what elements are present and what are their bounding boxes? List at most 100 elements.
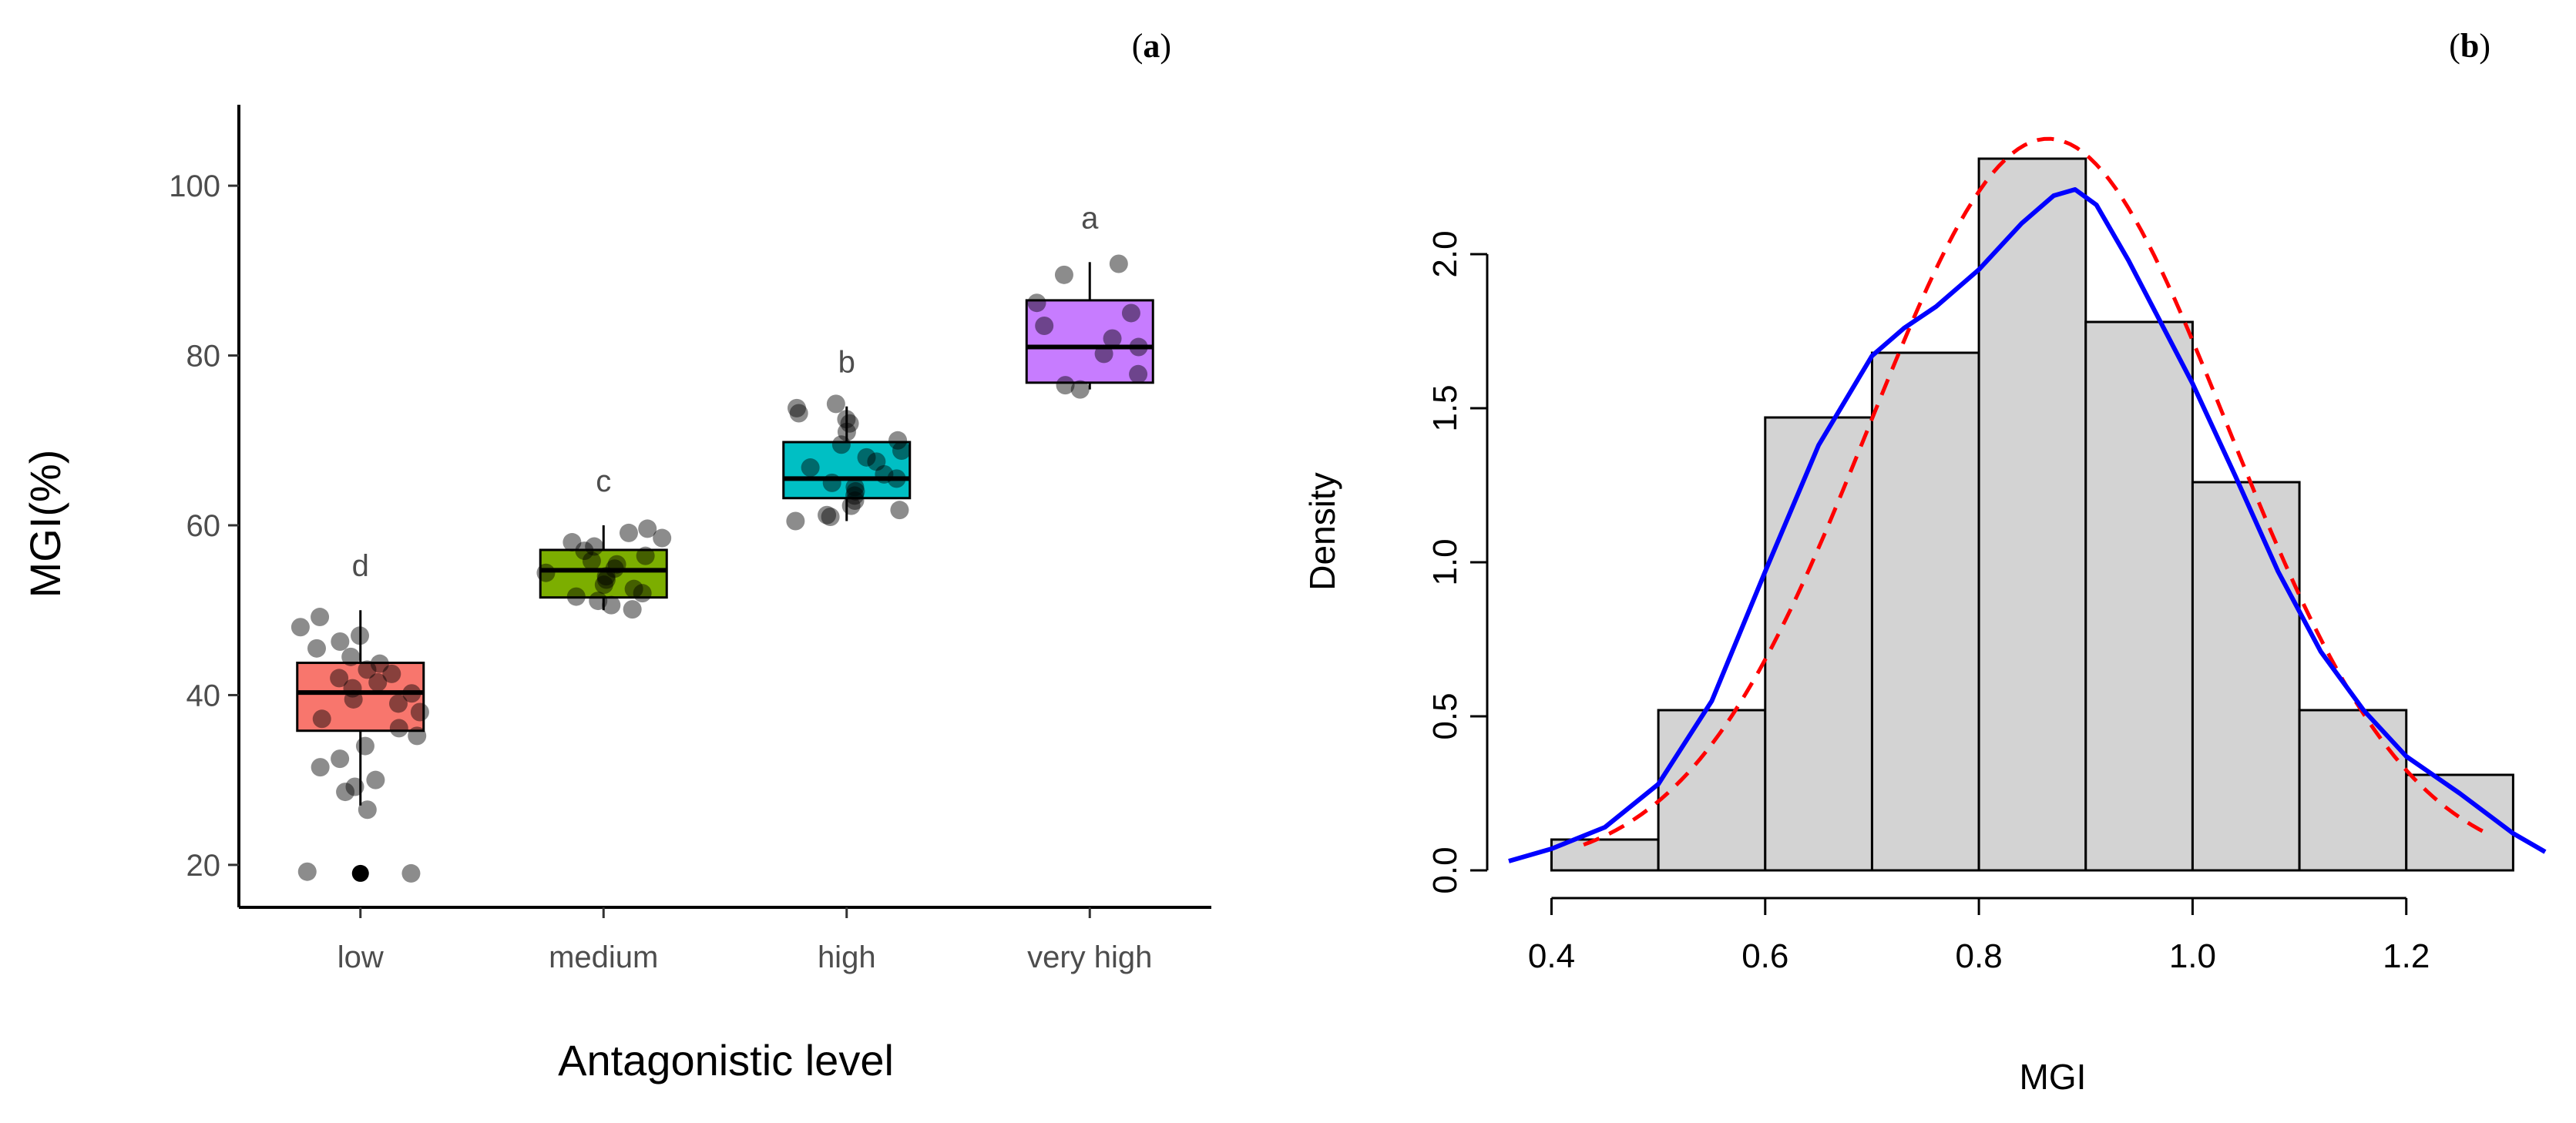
jitter-point <box>585 537 604 556</box>
jitter-point <box>401 863 421 883</box>
y-tick-label: 2.0 <box>1426 230 1464 277</box>
box-group-low: d <box>291 549 429 883</box>
histogram-bar <box>1977 157 2087 872</box>
y-tick-label: 60 <box>186 509 221 543</box>
jitter-point <box>801 458 820 478</box>
jitter-point <box>408 726 427 746</box>
panel-b-histogram: (b) 0.0 0.5 1.0 1.5 2.0 0.4 0.6 0.8 1.0 1.2 Densi… <box>1264 0 2576 1123</box>
jitter-point <box>841 496 861 515</box>
jitter-point <box>845 491 865 511</box>
jitter-point <box>837 410 856 429</box>
jitter-point <box>633 584 652 603</box>
jitter-point <box>402 684 421 703</box>
jitter-point <box>582 551 601 571</box>
jitter-point <box>355 736 374 756</box>
histogram-chart: (b) 0.0 0.5 1.0 1.5 2.0 0.4 0.6 0.8 1.0 1.2 Densi… <box>1302 27 2547 1097</box>
jitter-point <box>602 595 621 615</box>
jitter-point <box>575 541 594 561</box>
x-axis-title: Antagonistic level <box>558 1036 894 1084</box>
jitter-point <box>875 464 894 484</box>
histogram-bar <box>1870 351 1980 872</box>
jitter-point <box>563 533 582 552</box>
y-tick-label: 20 <box>186 849 221 883</box>
jitter-point <box>596 567 616 586</box>
panel-label-b-letter: b <box>2460 27 2479 65</box>
x-tick-label: 1.2 <box>2383 937 2430 975</box>
jitter-point <box>330 669 349 688</box>
jitter-point <box>845 486 865 505</box>
jitter-point <box>818 505 837 525</box>
x-tick-label: 0.6 <box>1741 937 1788 975</box>
y-tick-label: 1.0 <box>1426 538 1464 585</box>
jitter-point <box>536 563 556 582</box>
panel-label-a-letter: a <box>1143 27 1160 65</box>
kernel-density-curve <box>1508 187 2547 863</box>
jitter-point <box>789 404 808 423</box>
jitter-point <box>344 689 363 709</box>
jitter-point <box>619 523 638 542</box>
jitter-point <box>1129 337 1148 357</box>
jitter-point <box>857 448 876 467</box>
jitter-point <box>892 441 911 461</box>
jitter-point <box>636 546 655 565</box>
jitter-point <box>311 758 330 777</box>
jitter-point <box>624 579 643 598</box>
jitter-point <box>786 511 805 531</box>
jitter-point <box>1056 376 1075 395</box>
jitter-point <box>388 694 408 713</box>
boxplot-chart: (a) d c b a 20 40 60 80 100 low medium high very hi… <box>21 27 1211 1084</box>
jitter-point <box>341 647 361 666</box>
jitter-point <box>312 709 331 729</box>
y-axis-title: Density <box>1302 472 1342 590</box>
significance-letter-a: a <box>1081 201 1099 235</box>
histogram-bar <box>1657 709 1767 872</box>
jitter-point <box>845 478 865 497</box>
histogram-bar <box>2084 320 2194 872</box>
jitter-point <box>589 592 608 611</box>
jitter-point <box>331 749 350 769</box>
normal-fit-curve <box>1583 136 2493 847</box>
jitter-point <box>846 481 865 501</box>
y-axis-title: MGI(%) <box>21 450 69 598</box>
jitter-point <box>826 394 845 414</box>
jitter-point <box>890 501 909 520</box>
x-tick-label: 0.8 <box>1956 937 2003 975</box>
histogram-bar <box>2191 481 2301 872</box>
jitter-point <box>336 783 355 802</box>
jitter-point <box>351 626 370 645</box>
significance-letter-d: d <box>352 549 369 583</box>
x-tick-label-low: low <box>338 940 384 974</box>
jitter-point <box>291 618 310 637</box>
jitter-point <box>831 435 851 454</box>
jitter-point <box>788 398 807 417</box>
box-iqr <box>296 662 425 732</box>
jitter-point <box>382 664 401 683</box>
jitter-point <box>331 632 350 652</box>
jitter-point <box>389 719 408 738</box>
jitter-point <box>358 800 377 820</box>
jitter-point <box>1109 254 1128 273</box>
box-group-high: b <box>782 346 912 531</box>
jitter-point <box>822 473 841 492</box>
jitter-point <box>605 559 624 578</box>
jitter-point <box>410 702 429 722</box>
jitter-point <box>1035 316 1054 335</box>
jitter-point <box>607 555 626 574</box>
box-iqr <box>1025 299 1154 384</box>
y-tick-label: 0.5 <box>1426 692 1464 739</box>
y-tick-label: 80 <box>186 340 221 374</box>
x-tick-label-very-high: very high <box>1027 940 1152 974</box>
outlier-point <box>351 864 369 882</box>
jitter-point <box>1027 293 1046 313</box>
jitter-point <box>638 519 657 538</box>
y-tick-label: 40 <box>186 679 221 712</box>
jitter-point <box>566 587 586 606</box>
jitter-point <box>623 600 642 619</box>
jitter-point <box>368 672 388 692</box>
jitter-point <box>1070 380 1090 399</box>
jitter-point <box>837 422 856 441</box>
jitter-point <box>366 770 385 789</box>
jitter-point <box>1129 364 1148 384</box>
histogram-bar <box>1764 416 1873 872</box>
y-tick-label: 1.5 <box>1426 384 1464 431</box>
